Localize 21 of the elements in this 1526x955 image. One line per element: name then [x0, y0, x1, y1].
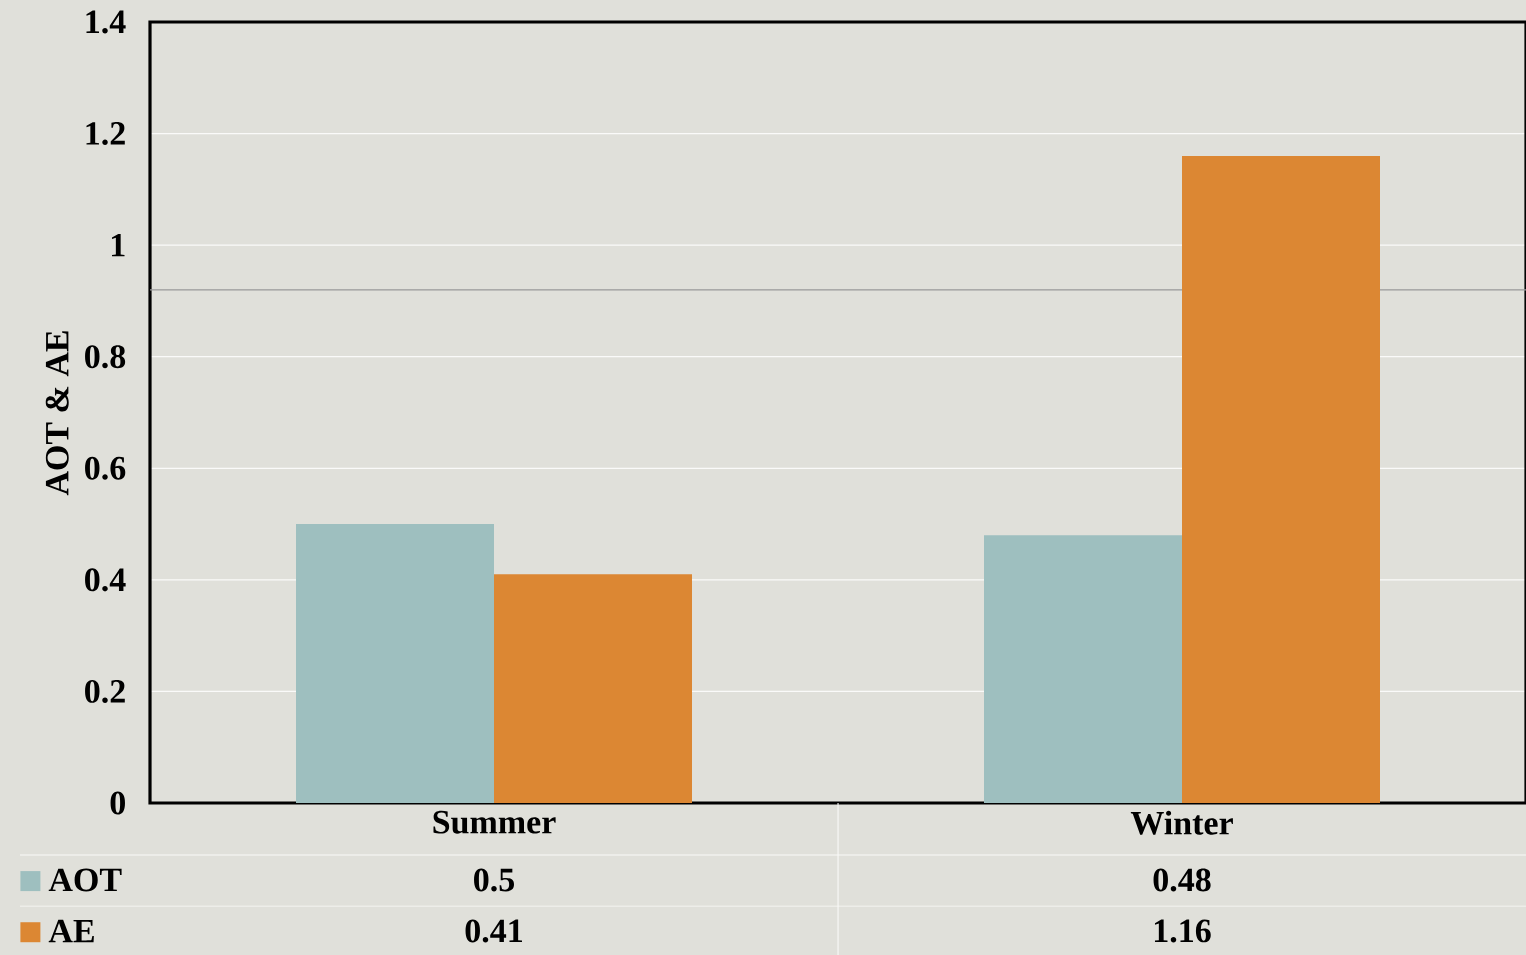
bar	[1182, 155, 1380, 803]
y-tick-label: 0.8	[85, 345, 126, 369]
bar	[984, 535, 1183, 803]
data-label: 0.5	[474, 868, 514, 892]
data-label: 0.48	[1153, 868, 1211, 892]
legend-label: AE	[48, 919, 94, 943]
data-label: 0.41	[465, 919, 522, 943]
y-tick-label: 0.4	[85, 568, 126, 592]
y-tick-label: 0	[110, 791, 125, 815]
bar	[296, 524, 494, 803]
y-tick-label: 1.2	[86, 122, 125, 146]
data-label: 1.16	[1154, 919, 1211, 943]
x-tick-label: Summer	[433, 810, 556, 834]
y-tick-label: 1.4	[86, 10, 126, 34]
y-tick-label: 0.2	[85, 679, 125, 703]
bar	[494, 574, 693, 803]
x-tick-label: Winter	[1130, 810, 1233, 835]
legend-label: AOT	[48, 868, 122, 892]
y-tick-label: 1	[112, 233, 125, 257]
y-axis-title: AOT & AE	[45, 331, 69, 496]
y-tick-label: 0.6	[85, 456, 126, 480]
